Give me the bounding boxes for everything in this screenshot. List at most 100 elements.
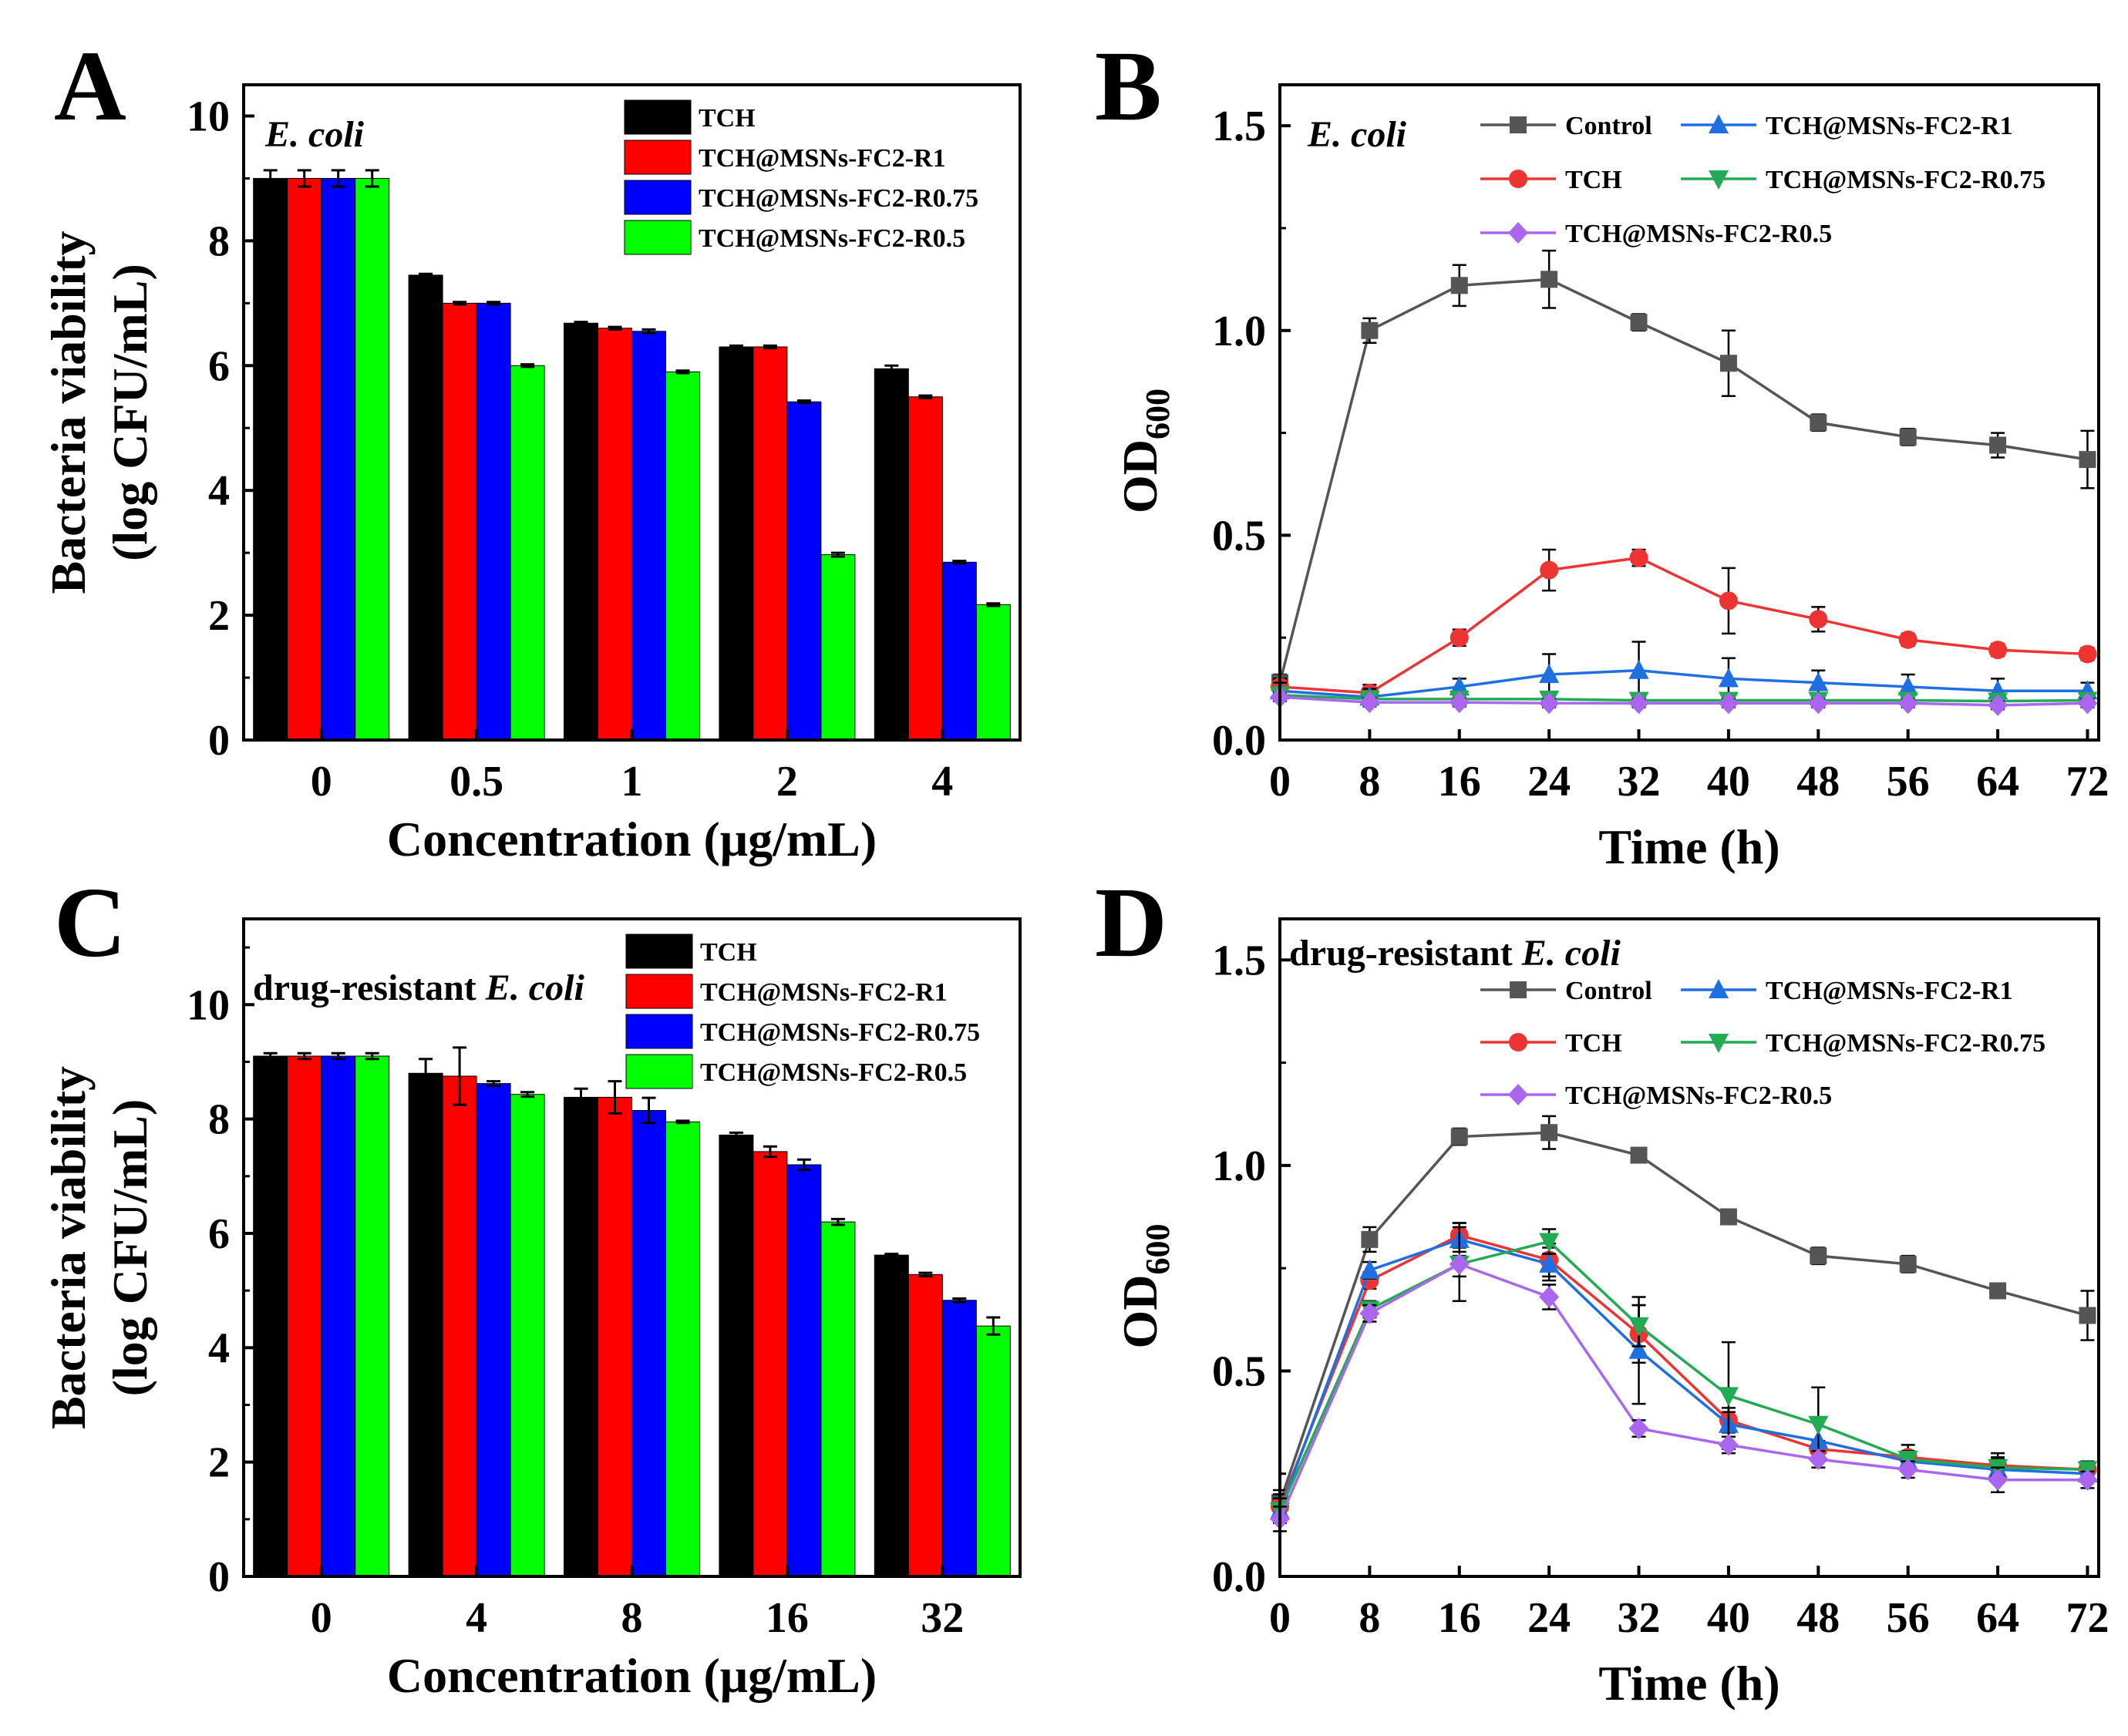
y-tick-label: 10 (187, 981, 230, 1029)
y-tick-label: 0 (208, 1553, 230, 1601)
data-point (1989, 436, 2007, 454)
x-tick-label: 8 (1359, 758, 1380, 806)
x-tick-label: 0.5 (450, 758, 503, 806)
x-tick-label: 8 (621, 1594, 643, 1642)
annotation-species: E. coli (1521, 933, 1621, 974)
annotation-species: E. coli (264, 114, 365, 155)
series-line (1278, 1238, 2088, 1512)
data-point (1719, 1208, 1737, 1226)
bar (510, 1094, 545, 1577)
panel-letter: B (1095, 31, 1162, 142)
annotation-prefix: drug-resistant (1289, 933, 1522, 974)
bar (975, 1325, 1011, 1577)
legend-marker (1509, 1033, 1527, 1051)
data-point (1359, 1302, 1380, 1324)
data-point (1719, 591, 1738, 611)
data-point (1449, 691, 1470, 714)
legend-label: TCH (1565, 1029, 1622, 1058)
x-tick-label: 4 (466, 1594, 487, 1642)
legend-label: TCH (1565, 166, 1622, 194)
data-point (1539, 664, 1560, 683)
bar (719, 346, 754, 741)
annotation-prefix: drug-resistant (253, 967, 486, 1008)
bar (598, 1096, 632, 1577)
legend-marker (1508, 222, 1528, 244)
bar (907, 396, 943, 741)
y-tick-label: 6 (208, 342, 230, 390)
legend-label: TCH@MSNs-FC2-R0.5 (699, 224, 965, 253)
x-tick-label: 32 (1618, 758, 1661, 806)
bar (476, 1083, 511, 1577)
bar (941, 561, 977, 741)
bar (631, 331, 666, 741)
series-line (1279, 695, 2088, 707)
data-point (1361, 1230, 1379, 1248)
data-point (2077, 1469, 2098, 1491)
y-axis-title: OD600 (1113, 389, 1177, 513)
legend-marker (1508, 1084, 1528, 1105)
series-line (1279, 693, 2088, 703)
y-axis-title-main: OD (1113, 1275, 1167, 1349)
panel-a-bar-chart: A 0 2 4 6 8 10 0 0.5 1 2 4 Concentration (μg/mL) Bact… (41, 31, 1022, 866)
legend-swatch (624, 140, 692, 175)
legend-swatch (625, 1014, 693, 1049)
legend-label: TCH (700, 938, 757, 967)
data-point (1897, 692, 1918, 715)
legend-swatch (625, 934, 693, 969)
legend-label: TCH@MSNs-FC2-R0.75 (699, 184, 978, 213)
data-point (1810, 414, 1827, 432)
data-point (1540, 1124, 1558, 1142)
sample-annotation: E. coli (264, 114, 365, 155)
bar (753, 346, 788, 741)
legend-label: TCH@MSNs-FC2-R0.75 (1766, 166, 2046, 194)
series-line (1278, 1240, 2088, 1512)
data-point (1988, 641, 2008, 660)
bar (719, 1134, 754, 1577)
data-point (1897, 675, 1918, 695)
series-line (1278, 1262, 2088, 1520)
y-tick-label: 1.0 (1212, 308, 1266, 355)
y-tick-label: 10 (187, 93, 230, 140)
x-tick-label: 64 (1976, 758, 2019, 806)
bar (786, 1164, 822, 1577)
series-line (1278, 278, 2088, 684)
y-axis-subtitle: (log CFU/mL) (103, 1099, 157, 1397)
y-axis-title: OD600 (1113, 1224, 1177, 1349)
bar (287, 1055, 322, 1577)
bar (321, 177, 356, 741)
data-point (1628, 1317, 1649, 1337)
bar (598, 328, 632, 741)
data-point (2078, 644, 2097, 664)
x-tick-label: 2 (776, 758, 798, 806)
y-tick-label: 6 (208, 1210, 230, 1258)
data-point (1899, 428, 1917, 446)
data-point (1628, 659, 1649, 679)
legend-swatch (624, 99, 692, 135)
data-point (1539, 1233, 1560, 1253)
data-point (1540, 560, 1559, 580)
bar (408, 1072, 443, 1577)
x-axis-title: Time (h) (1598, 1656, 1780, 1711)
data-point (1450, 277, 1468, 294)
x-tick-label: 40 (1707, 758, 1750, 806)
x-axis-title: Concentration (μg/mL) (387, 1648, 877, 1703)
y-axis-title: Bacteria viability (41, 1066, 96, 1429)
bar (941, 1300, 977, 1577)
x-axis-title: Time (h) (1598, 819, 1780, 874)
legend-label: Control (1565, 977, 1652, 1005)
data-point (1361, 321, 1379, 339)
data-point (1897, 1458, 1918, 1481)
bar (786, 401, 822, 741)
x-tick-label: 1 (621, 758, 643, 806)
y-tick-label: 2 (208, 592, 230, 640)
data-point (2079, 451, 2096, 469)
panel-letter: A (54, 31, 126, 142)
x-tick-label: 0 (311, 758, 332, 806)
legend-marker (1509, 170, 1527, 188)
legend-swatch (625, 974, 693, 1009)
data-point (1718, 668, 1739, 688)
y-axis-title-subscript: 600 (1139, 1224, 1177, 1275)
bar (665, 1121, 700, 1577)
data-point (1718, 692, 1739, 715)
data-point (1808, 671, 1829, 691)
